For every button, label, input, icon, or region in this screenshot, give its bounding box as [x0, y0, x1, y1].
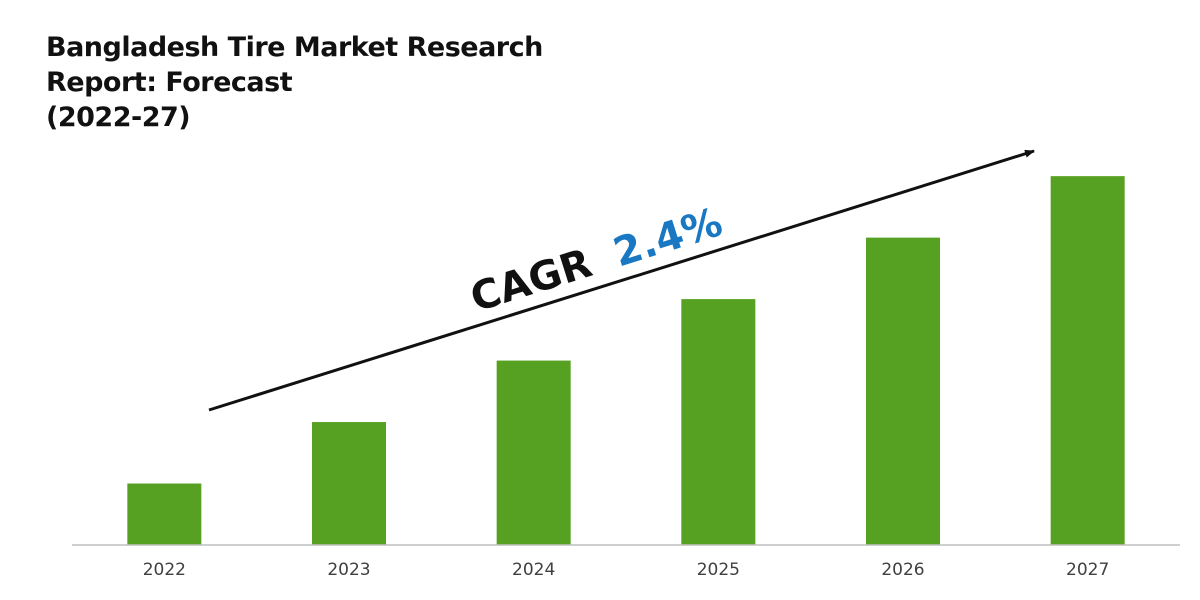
bar-2024 [496, 360, 571, 545]
x-tick-label-2023: 2023 [327, 560, 370, 580]
bar-2023 [312, 422, 386, 545]
bar-2027 [1050, 176, 1125, 546]
trend-arrow [208, 149, 1035, 412]
title-line-3: (2022-27) [46, 102, 191, 133]
title-line-1: Bangladesh Tire Market Research [46, 32, 543, 63]
bar-2025 [681, 299, 756, 545]
x-tick-label-2025: 2025 [697, 560, 740, 580]
bars-group [127, 176, 1125, 546]
title-line-2: Report: Forecast [46, 67, 293, 98]
x-tick-label-2026: 2026 [881, 560, 924, 580]
bar-2022 [127, 483, 202, 545]
chart-title: Bangladesh Tire Market Research Report: … [46, 30, 543, 135]
bar-2026 [866, 237, 940, 545]
x-tick-labels: 2022 2023 2024 2025 2026 2027 [143, 560, 1110, 580]
x-tick-label-2024: 2024 [512, 560, 555, 580]
x-tick-label-2022: 2022 [143, 560, 186, 580]
x-tick-label-2027: 2027 [1066, 560, 1109, 580]
